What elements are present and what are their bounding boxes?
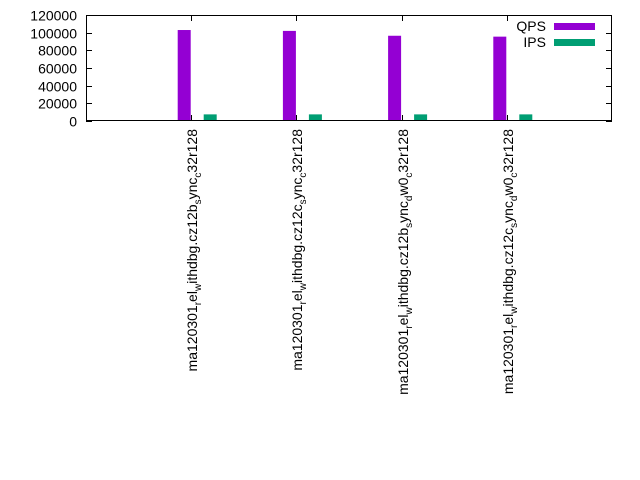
category-label-part: el — [395, 315, 411, 326]
bar-qps — [282, 30, 296, 121]
legend-label-ips: IPS — [523, 34, 546, 50]
category-label-subscript: s — [509, 223, 520, 228]
category-label-part: w0 — [500, 177, 516, 196]
y-tick-label: 0 — [69, 114, 77, 130]
legend-swatch-qps — [554, 23, 595, 30]
category-label-part: ync — [184, 178, 200, 200]
plot-frame — [86, 15, 612, 121]
category-label-subscript: d — [509, 196, 520, 202]
category-label-subscript: c — [404, 173, 415, 178]
category-label-part: ma120301 — [289, 304, 305, 370]
category-label-part: ync — [500, 201, 516, 223]
category-label-part: ma120301 — [395, 329, 411, 395]
category-label-subscript: s — [298, 199, 309, 204]
bar-ips — [519, 114, 533, 121]
category-label-part: ithdbg.cz12c — [500, 228, 516, 307]
category-label-subscript: w — [298, 282, 309, 291]
category-label: ma120301relwithdbg.cz12csyncdw0c32r128 — [500, 129, 520, 394]
bars-group — [177, 30, 533, 122]
category-label-part: 32r128 — [289, 129, 305, 173]
category-label-subscript: r — [193, 301, 204, 305]
category-label-subscript: c — [509, 173, 520, 178]
category-label-subscript: s — [404, 223, 415, 228]
category-label-subscript: r — [509, 324, 520, 328]
bar-qps — [493, 36, 507, 122]
category-label-part: ithdbg.cz12b — [395, 228, 411, 308]
category-label-subscript: r — [298, 300, 309, 304]
category-label-part: ithdbg.cz12b — [184, 204, 200, 284]
legend-swatch-ips — [554, 39, 595, 46]
category-labels: ma120301relwithdbg.cz12bsyncc32r128ma120… — [184, 129, 520, 395]
category-label: ma120301relwithdbg.cz12bsyncc32r128 — [184, 129, 204, 372]
category-label-part: ma120301 — [500, 328, 516, 394]
category-label-part: el — [289, 290, 305, 301]
category-label-subscript: w — [509, 306, 520, 315]
bar-ips — [414, 114, 428, 121]
category-label-part: ync — [395, 201, 411, 223]
bar-ips — [308, 114, 322, 121]
y-tick-label: 100000 — [30, 26, 77, 42]
y-tick-label: 40000 — [38, 79, 77, 95]
y-tick-label: 20000 — [38, 96, 77, 112]
bar-qps — [388, 35, 402, 122]
category-label-subscript: d — [404, 196, 415, 202]
category-label-subscript: w — [193, 283, 204, 292]
y-tick-label: 80000 — [38, 43, 77, 59]
category-label-part: ithdbg.cz12c — [289, 204, 305, 283]
category-label-part: ync — [289, 178, 305, 200]
category-label-part: 32r128 — [395, 129, 411, 173]
category-label-part: el — [500, 314, 516, 325]
category-label-part: el — [184, 291, 200, 302]
y-tick-label: 60000 — [38, 61, 77, 77]
category-label-subscript: c — [193, 173, 204, 178]
category-label: ma120301relwithdbg.cz12csyncc32r128 — [289, 129, 309, 371]
category-label-part: ma120301 — [184, 305, 200, 371]
category-label-subscript: c — [298, 173, 309, 178]
category-label-subscript: s — [193, 199, 204, 204]
category-label-subscript: r — [404, 325, 415, 329]
category-label-part: 32r128 — [184, 129, 200, 173]
bar-ips — [203, 114, 217, 121]
bar-qps — [177, 30, 191, 122]
category-label-part: w0 — [395, 177, 411, 196]
legend-label-qps: QPS — [516, 18, 546, 34]
category-label-part: 32r128 — [500, 129, 516, 173]
y-tick-label: 120000 — [30, 8, 77, 24]
category-label: ma120301relwithdbg.cz12bsyncdw0c32r128 — [395, 129, 415, 395]
category-label-subscript: w — [404, 307, 415, 316]
